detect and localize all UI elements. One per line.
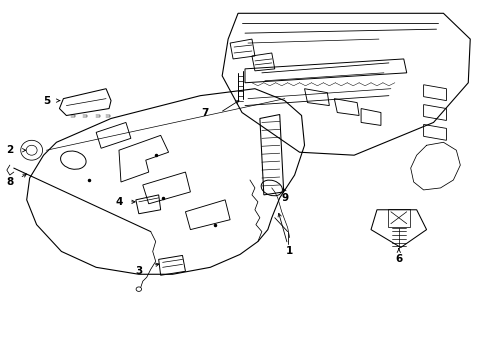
Text: 7: 7 — [201, 108, 208, 117]
Text: 2: 2 — [6, 145, 14, 155]
Text: 1: 1 — [285, 247, 293, 256]
Text: 6: 6 — [394, 255, 402, 264]
Text: 3: 3 — [135, 266, 142, 276]
Text: 8: 8 — [6, 177, 14, 187]
Bar — [387, 209, 409, 227]
Text: 9: 9 — [281, 193, 287, 203]
Text: 4: 4 — [115, 197, 122, 207]
Text: 5: 5 — [43, 96, 50, 105]
